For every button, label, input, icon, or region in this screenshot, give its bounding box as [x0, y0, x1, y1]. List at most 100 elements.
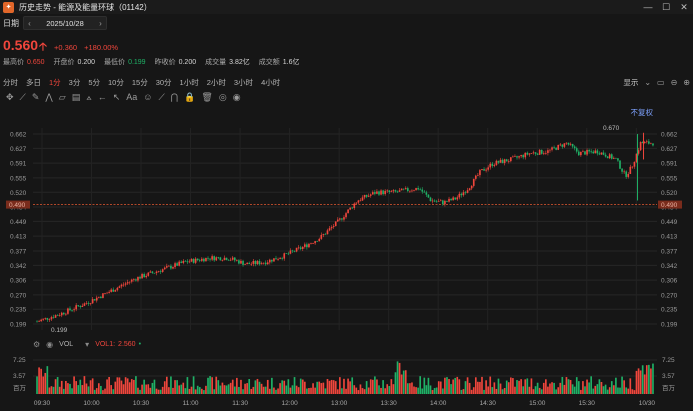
close-icon[interactable]: ✕ — [680, 1, 688, 12]
volume-bar — [215, 376, 218, 394]
polyline-icon[interactable]: ⋀ — [45, 92, 53, 102]
date-value[interactable]: 2025/10/28 — [46, 18, 84, 28]
magnet-icon[interactable]: ⋂ — [170, 92, 179, 102]
candle-body — [522, 155, 525, 158]
volume-bar — [279, 383, 281, 394]
prev-date-button[interactable]: ‹ — [28, 18, 31, 28]
stat-value: 0.200 — [77, 59, 96, 66]
price-header: 0.560 🡡 +0.360 +180.00% — [3, 37, 118, 57]
stat-value: 0.200 — [178, 59, 197, 66]
period-tab[interactable]: 4小时 — [261, 78, 281, 87]
volume-bar — [615, 377, 617, 394]
volume-bar — [172, 387, 174, 394]
lock-icon[interactable]: 🔒 — [184, 92, 196, 102]
volume-bar — [209, 376, 211, 394]
trash-icon[interactable]: 🗑 — [201, 92, 213, 102]
candle-body — [126, 282, 129, 284]
volume-bar — [287, 379, 290, 394]
candle-body — [637, 150, 640, 154]
candle-body — [631, 166, 634, 168]
volume-bar — [254, 380, 257, 394]
volume-bar — [645, 365, 648, 394]
candle-body — [528, 153, 531, 155]
volume-bar — [108, 376, 110, 394]
volume-bar — [268, 388, 271, 394]
ruler-icon[interactable]: ⟋ — [158, 92, 165, 102]
date-picker[interactable]: ‹ 2025/10/28 › — [23, 16, 107, 30]
volume-bar — [73, 376, 75, 394]
chevron-icon[interactable]: ▾ — [85, 340, 90, 349]
period-tab[interactable]: 分时 — [3, 78, 18, 87]
stat-label: 最低价 — [104, 59, 126, 66]
minimize-icon[interactable]: — — [643, 2, 653, 12]
text-icon[interactable]: Aa — [126, 92, 138, 102]
maximize-icon[interactable]: ☐ — [661, 1, 671, 12]
y-tick-label-right: 0.270 — [661, 292, 678, 299]
date-label: 日期 — [3, 18, 19, 28]
volume-bar — [79, 379, 82, 394]
emoji-icon[interactable]: ☺ — [143, 92, 153, 102]
eye-icon[interactable]: ◉ — [232, 92, 241, 102]
volume-bar — [198, 387, 201, 394]
candle-body — [394, 190, 397, 192]
candle-body — [56, 315, 59, 316]
period-tab[interactable]: 多日 — [26, 78, 41, 87]
eye-icon[interactable]: ◉ — [46, 340, 54, 349]
period-tab[interactable]: 5分 — [88, 78, 101, 87]
line-tool-icon[interactable]: ⟋ — [19, 92, 26, 102]
candle-body — [219, 257, 222, 261]
volume-bar — [613, 385, 615, 394]
volume-bar — [301, 379, 304, 394]
adjust-toggle[interactable]: 不复权 — [630, 108, 654, 117]
pen-icon[interactable]: ✎ — [31, 92, 40, 102]
candle-body — [501, 159, 504, 164]
period-tab[interactable]: 30分 — [155, 78, 172, 87]
stat-value: 1.6亿 — [282, 59, 300, 66]
volume-bar — [308, 388, 310, 394]
settings-icon[interactable]: ⚙ — [33, 340, 41, 349]
volume-chart[interactable]: 7.25 7.25 3.57 3.57 百万 百万 — [0, 352, 693, 396]
candle-body — [573, 146, 576, 149]
time-axis: 09:30 10:00 10:30 11:00 11:30 12:00 13:00 13:30… — [34, 400, 656, 407]
y-tick-label-left: 0.591 — [10, 161, 27, 168]
cursor-icon[interactable]: ↖ — [112, 92, 121, 102]
next-date-button[interactable]: › — [99, 18, 102, 28]
crosshair-icon[interactable]: ✥ — [6, 92, 14, 102]
chevron-down-icon[interactable]: ⌄ — [644, 78, 652, 87]
period-tab[interactable]: 3小时 — [233, 78, 254, 87]
volume-bar — [310, 387, 312, 394]
volume-bar — [178, 385, 180, 394]
volume-bar — [291, 385, 294, 394]
period-tab[interactable]: 1分 — [49, 78, 61, 87]
layout-icon[interactable]: ▭ — [657, 78, 665, 87]
period-tab[interactable]: 1小时 — [179, 78, 199, 87]
arrow-left-icon[interactable]: ← — [97, 92, 107, 102]
period-tab[interactable]: 10分 — [108, 78, 124, 87]
candle-body — [419, 189, 422, 191]
volume-bar — [196, 385, 199, 394]
period-tab[interactable]: 3分 — [68, 78, 81, 87]
candle-body — [135, 279, 137, 281]
candle-body — [347, 209, 349, 214]
volume-bar — [110, 385, 113, 394]
period-tab[interactable]: 2小时 — [206, 78, 226, 87]
display-menu[interactable]: 显示 — [623, 78, 639, 87]
stat-value: 3.82亿 — [229, 59, 250, 66]
volume-bar — [180, 384, 183, 394]
candle-body — [95, 297, 98, 301]
zoom-out-icon[interactable]: ⊖ — [670, 78, 678, 87]
pattern-icon[interactable]: ⟑ — [86, 92, 92, 102]
y-tick-label-left: 0.662 — [10, 132, 27, 139]
fib-icon[interactable]: ▤ — [71, 92, 81, 102]
zoom-in-icon[interactable]: ⊕ — [683, 78, 690, 87]
candlestick-chart[interactable]: 0.662 0.662 0.627 0.627 0.591 0.591 0.555 0.555… — [0, 118, 693, 334]
layers-icon[interactable]: ◎ — [218, 92, 227, 102]
volume-bar — [170, 376, 172, 394]
volume-bar — [468, 382, 471, 394]
volume-bar — [48, 387, 51, 394]
volume-bar — [425, 385, 428, 394]
volume-bar — [444, 377, 446, 394]
candle-body — [40, 319, 42, 322]
period-tab[interactable]: 15分 — [131, 78, 148, 87]
channel-icon[interactable]: ▱ — [58, 92, 66, 102]
